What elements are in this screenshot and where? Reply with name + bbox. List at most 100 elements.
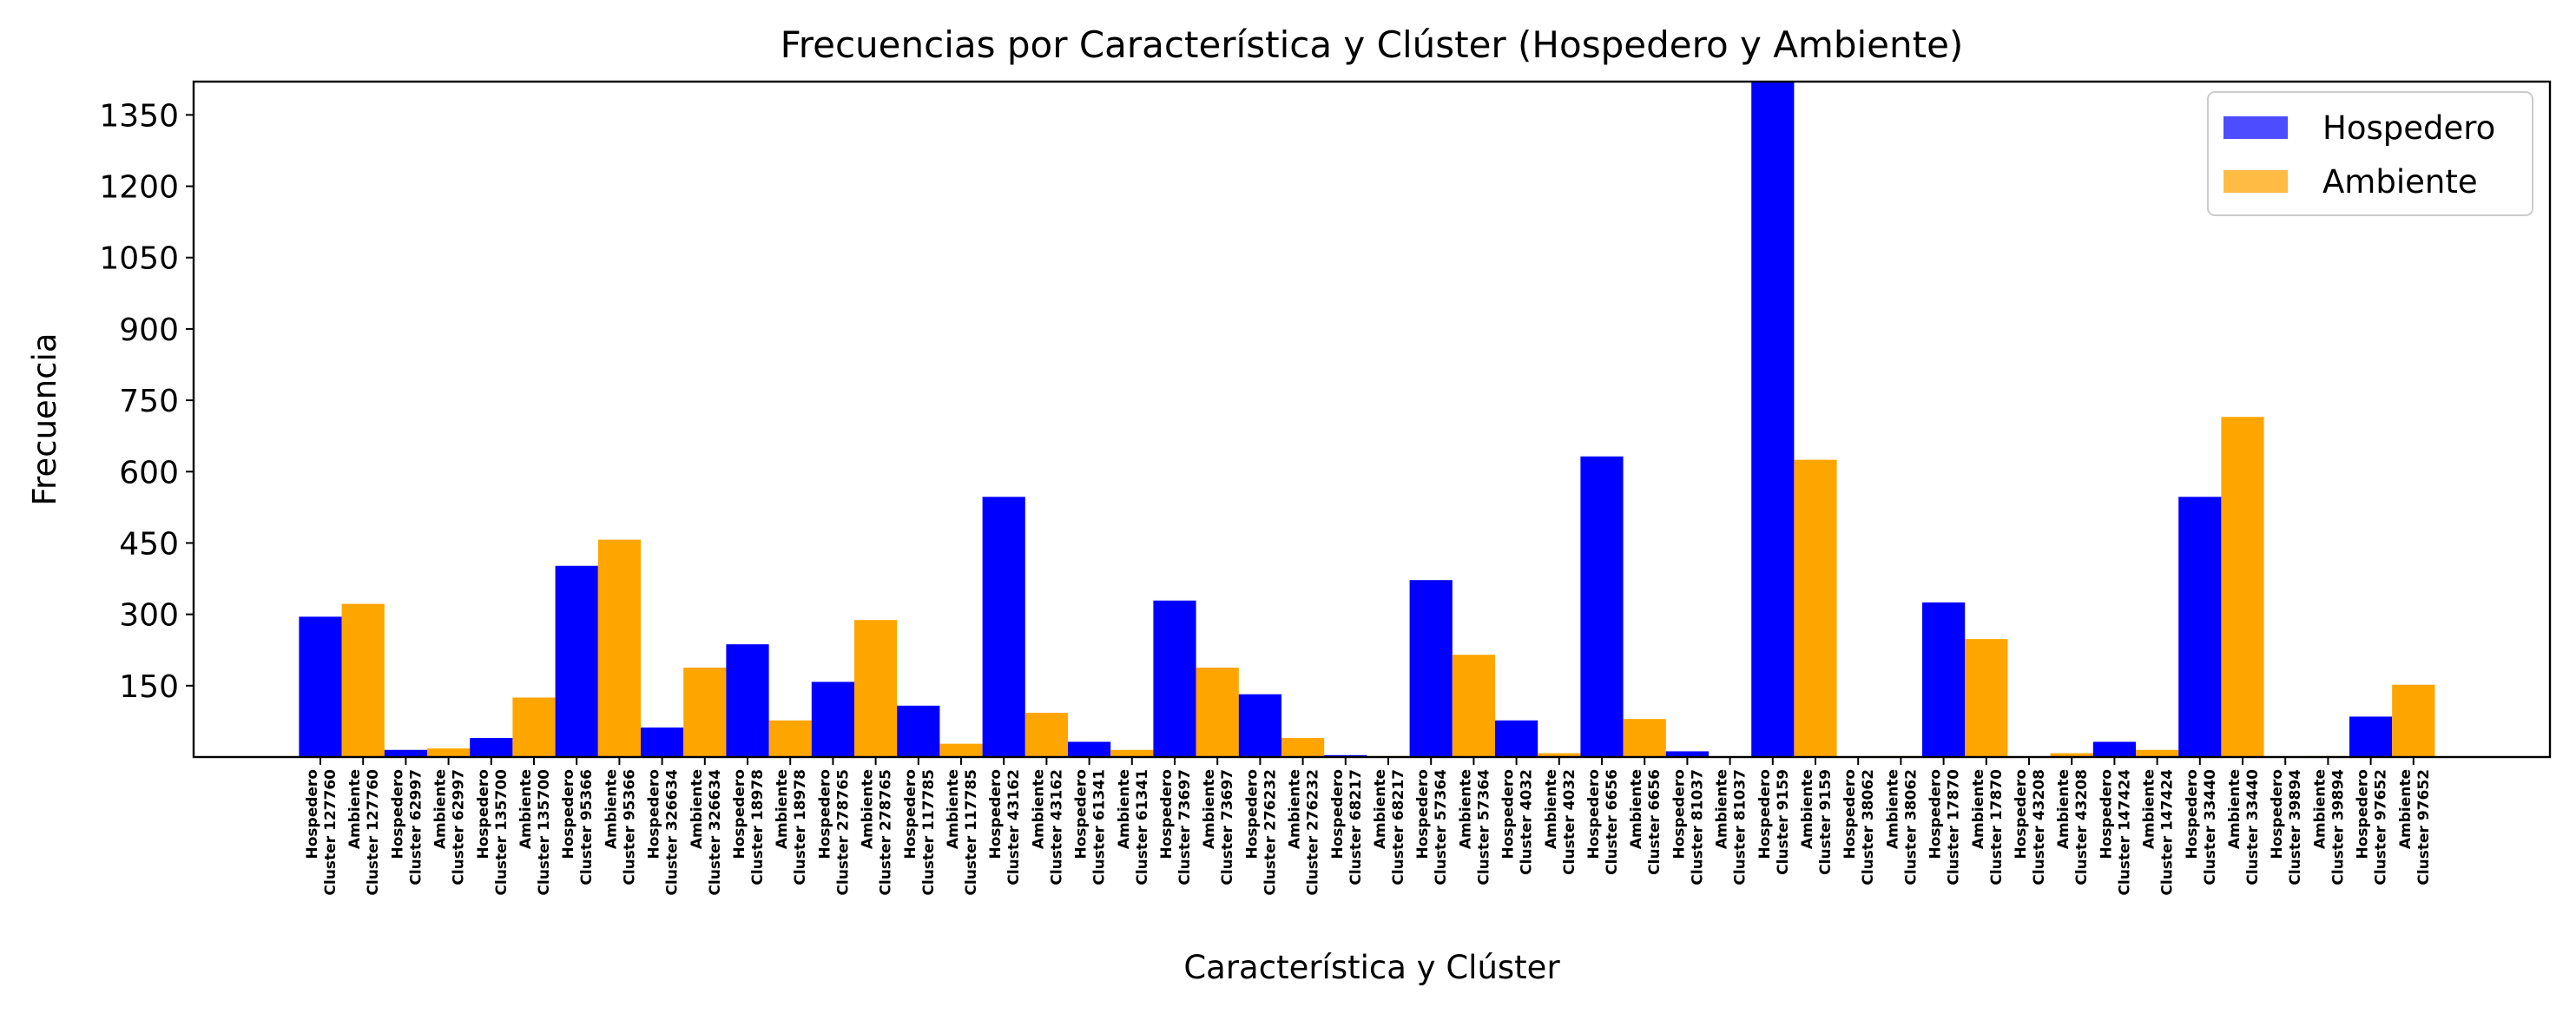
y-tick-label: 1350 — [99, 98, 179, 134]
bar-ambiente-cluster-18978 — [768, 720, 812, 757]
bar-ambiente-cluster-147424 — [2136, 749, 2179, 757]
bar-ambiente-cluster-17870 — [1965, 639, 2008, 757]
bar-ambiente-cluster-326634 — [683, 668, 727, 757]
x-tick-label: HospederoCluster 4032 — [1500, 769, 1536, 875]
bar-hospedero-cluster-73697 — [1153, 600, 1196, 757]
x-tick-label: HospederoCluster 127760 — [304, 769, 339, 896]
x-tick-label: AmbienteCluster 33440 — [2226, 769, 2262, 886]
x-tick-label: AmbienteCluster 278765 — [860, 769, 895, 895]
x-tick-label: AmbienteCluster 9159 — [1799, 769, 1835, 875]
bar-ambiente-cluster-62997 — [427, 748, 471, 757]
x-tick-label: HospederoCluster 38062 — [1841, 769, 1877, 886]
chart-title: Frecuencias por Característica y Clúster… — [781, 23, 1964, 66]
bar-ambiente-cluster-33440 — [2221, 417, 2264, 757]
bar-ambiente-cluster-43162 — [1024, 713, 1068, 757]
x-tick-label: AmbienteCluster 61341 — [1116, 769, 1151, 886]
bar-ambiente-cluster-117785 — [939, 743, 983, 757]
bar-hospedero-cluster-62997 — [384, 749, 427, 757]
y-tick-label: 450 — [119, 526, 179, 562]
bar-hospedero-cluster-6656 — [1580, 456, 1624, 757]
y-tick-label: 1200 — [99, 170, 179, 206]
x-tick-label: AmbienteCluster 38062 — [1884, 769, 1920, 886]
x-tick-label: HospederoCluster 6656 — [1585, 769, 1621, 875]
bar-hospedero-cluster-147424 — [2092, 741, 2136, 757]
y-tick-label: 600 — [119, 455, 179, 491]
x-tick-label: HospederoCluster 147424 — [2098, 769, 2133, 896]
x-tick-label: AmbienteCluster 127760 — [346, 769, 382, 896]
x-tick-label: HospederoCluster 18978 — [731, 769, 767, 886]
x-tick-label: AmbienteCluster 117785 — [945, 769, 980, 895]
x-tick-label: HospederoCluster 62997 — [389, 769, 425, 886]
bars-group — [299, 82, 2435, 757]
x-tick-label: AmbienteCluster 4032 — [1543, 769, 1578, 875]
y-axis: 150 300 450 600 750 900 1050 1200 1350 — [99, 98, 194, 705]
bar-hospedero-cluster-4032 — [1495, 720, 1538, 757]
bar-hospedero-cluster-57364 — [1409, 580, 1453, 757]
legend-swatch-hospedero — [2224, 116, 2288, 139]
x-tick-label: AmbienteCluster 43162 — [1030, 769, 1065, 886]
bar-hospedero-cluster-43162 — [982, 497, 1025, 757]
legend: Hospedero Ambiente — [2207, 91, 2533, 216]
bar-ambiente-cluster-127760 — [341, 603, 385, 757]
bar-hospedero-cluster-135700 — [470, 738, 513, 757]
x-tick-label: AmbienteCluster 81037 — [1714, 769, 1749, 886]
x-tick-label: HospederoCluster 278765 — [816, 769, 852, 895]
bar-ambiente-cluster-95366 — [597, 539, 641, 757]
x-tick-label: HospederoCluster 43162 — [987, 769, 1023, 886]
legend-label-ambiente: Ambiente — [2322, 163, 2478, 201]
x-tick-label: AmbienteCluster 18978 — [774, 769, 809, 886]
x-tick-label: AmbienteCluster 17870 — [1970, 769, 2006, 886]
x-tick-label: AmbienteCluster 39894 — [2311, 769, 2347, 886]
bar-ambiente-cluster-61341 — [1110, 749, 1154, 757]
bar-hospedero-cluster-278765 — [811, 681, 854, 757]
x-tick-label: HospederoCluster 43208 — [2013, 769, 2048, 886]
x-tick-label: HospederoCluster 39894 — [2269, 769, 2304, 886]
bar-ambiente-cluster-43208 — [2050, 753, 2093, 757]
x-tick-label: AmbienteCluster 57364 — [1457, 769, 1492, 886]
y-tick-label: 300 — [119, 598, 179, 634]
bar-hospedero-cluster-18978 — [726, 644, 769, 757]
bar-hospedero-cluster-326634 — [641, 728, 684, 757]
bar-hospedero-cluster-17870 — [1922, 602, 1966, 757]
y-axis-label: Frecuencia — [26, 333, 63, 505]
legend-swatch-ambiente — [2224, 170, 2288, 193]
x-tick-label: HospederoCluster 33440 — [2184, 769, 2219, 886]
x-tick-label: HospederoCluster 57364 — [1414, 769, 1450, 886]
x-tick-label: HospederoCluster 326634 — [646, 769, 682, 896]
bar-ambiente-cluster-4032 — [1538, 753, 1581, 757]
x-tick-label: AmbienteCluster 135700 — [517, 769, 553, 896]
y-tick-label: 150 — [119, 669, 179, 705]
y-tick-label: 750 — [119, 384, 179, 419]
x-tick-label: HospederoCluster 17870 — [1927, 769, 1963, 886]
bar-ambiente-cluster-57364 — [1452, 655, 1495, 757]
bar-hospedero-cluster-33440 — [2178, 497, 2222, 757]
x-tick-label: HospederoCluster 68217 — [1329, 769, 1365, 886]
bar-hospedero-cluster-117785 — [897, 705, 940, 757]
x-tick-label: HospederoCluster 9159 — [1756, 769, 1792, 875]
bar-ambiente-cluster-135700 — [512, 697, 556, 757]
bar-hospedero-cluster-81037 — [1665, 751, 1709, 757]
y-tick-label: 900 — [119, 313, 179, 348]
x-tick-label: AmbienteCluster 147424 — [2141, 769, 2177, 896]
bar-hospedero-cluster-9159 — [1751, 82, 1795, 757]
x-axis: HospederoCluster 127760 AmbienteCluster 1… — [304, 757, 2433, 895]
x-tick-label: AmbienteCluster 95366 — [603, 769, 638, 886]
bar-ambiente-cluster-278765 — [854, 620, 898, 757]
x-tick-label: AmbienteCluster 73697 — [1201, 769, 1236, 886]
bar-hospedero-cluster-127760 — [299, 616, 342, 757]
x-tick-label: HospederoCluster 117785 — [902, 769, 938, 895]
x-tick-label: HospederoCluster 73697 — [1158, 769, 1194, 886]
y-tick-label: 1050 — [99, 241, 179, 277]
bar-ambiente-cluster-276232 — [1281, 738, 1325, 757]
x-tick-label: AmbienteCluster 68217 — [1372, 769, 1407, 886]
legend-box — [2207, 91, 2533, 216]
bar-hospedero-cluster-276232 — [1238, 694, 1281, 757]
x-tick-label: AmbienteCluster 43208 — [2055, 769, 2091, 886]
x-tick-label: HospederoCluster 61341 — [1073, 769, 1109, 886]
x-tick-label: HospederoCluster 135700 — [475, 769, 511, 896]
bar-hospedero-cluster-95366 — [555, 565, 598, 757]
x-tick-label: HospederoCluster 95366 — [560, 769, 596, 886]
legend-label-hospedero: Hospedero — [2322, 109, 2495, 147]
